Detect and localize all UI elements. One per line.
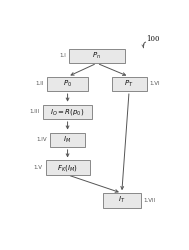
Text: $I_O=R(p_0)$: $I_O=R(p_0)$ xyxy=(50,107,85,117)
Text: 1.III: 1.III xyxy=(30,109,40,114)
Text: 1.II: 1.II xyxy=(36,82,44,86)
FancyBboxPatch shape xyxy=(103,193,141,208)
Text: $I_T$: $I_T$ xyxy=(118,195,125,205)
Text: 1.VI: 1.VI xyxy=(150,82,160,86)
FancyBboxPatch shape xyxy=(69,49,125,63)
Text: $P_0$: $P_0$ xyxy=(63,79,72,89)
Text: $P_n$: $P_n$ xyxy=(92,51,101,61)
FancyBboxPatch shape xyxy=(50,132,85,147)
Text: 1.IV: 1.IV xyxy=(36,137,47,142)
Text: 1.I: 1.I xyxy=(59,54,66,59)
Text: 100: 100 xyxy=(146,35,159,43)
FancyBboxPatch shape xyxy=(47,77,88,91)
Text: $P_T$: $P_T$ xyxy=(124,79,134,89)
FancyBboxPatch shape xyxy=(46,160,90,175)
FancyBboxPatch shape xyxy=(43,104,92,119)
Text: $F_K(I_M)$: $F_K(I_M)$ xyxy=(57,163,78,173)
Text: 1.V: 1.V xyxy=(34,165,43,170)
Text: $I_M$: $I_M$ xyxy=(64,134,72,145)
Text: 1.VII: 1.VII xyxy=(144,198,156,203)
FancyBboxPatch shape xyxy=(112,77,147,91)
